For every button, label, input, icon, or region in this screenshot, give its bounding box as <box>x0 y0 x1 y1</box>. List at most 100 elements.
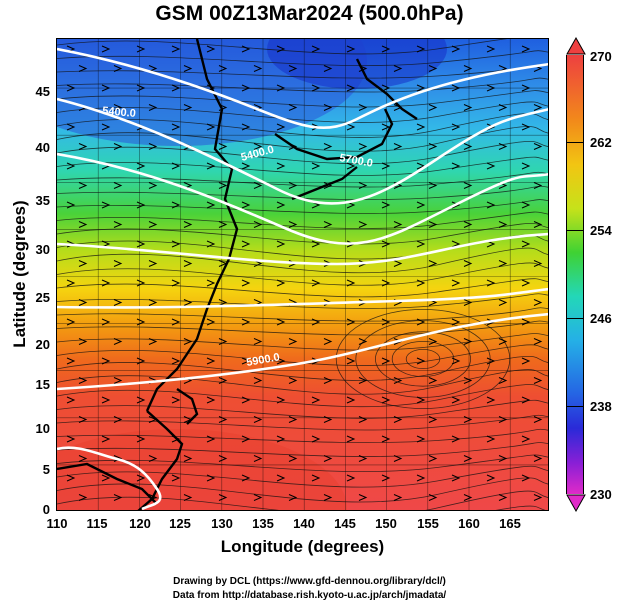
wind-arrow <box>451 201 461 209</box>
wind-arrow <box>463 143 473 150</box>
contour-line <box>57 152 548 245</box>
wind-arrow <box>101 45 111 53</box>
wind-arrow <box>416 123 426 131</box>
wind-arrow <box>253 221 263 228</box>
wind-arrow <box>393 416 403 423</box>
wind-arrow <box>521 279 531 287</box>
wind-arrow <box>521 201 531 209</box>
wind-arrow <box>218 494 228 501</box>
x-tick-label: 165 <box>499 516 521 531</box>
wind-arrow <box>136 396 146 404</box>
wind-arrow <box>183 455 193 462</box>
wind-arrow <box>171 474 181 482</box>
wind-arrow <box>521 396 531 404</box>
wind-arrow <box>218 221 228 228</box>
wind-arrow <box>101 357 111 365</box>
contour-line <box>57 312 548 391</box>
wind-arrow <box>428 65 438 72</box>
wind-arrow <box>393 143 403 150</box>
wind-arrow <box>358 377 368 384</box>
wind-arrow <box>183 299 193 306</box>
wind-arrow <box>498 221 508 228</box>
y-tick-label: 20 <box>35 337 50 352</box>
wind-arrow <box>533 494 543 501</box>
wind-arrow <box>463 338 473 345</box>
wind-arrow <box>113 416 123 423</box>
streamline <box>57 77 548 93</box>
wind-arrow <box>288 221 298 228</box>
wind-arrow <box>171 123 181 131</box>
wind-arrow <box>78 221 88 228</box>
wind-arrow <box>171 318 181 326</box>
colorbar-tick-line <box>566 406 584 407</box>
warm-region <box>57 429 347 510</box>
x-tick-label: 150 <box>375 516 397 531</box>
wind-arrow <box>113 377 123 384</box>
wind-arrow <box>136 45 146 53</box>
wind-arrow <box>66 435 76 443</box>
wind-arrow <box>416 396 426 404</box>
wind-arrow <box>323 143 333 150</box>
x-tick-label: 135 <box>252 516 274 531</box>
streamline <box>57 399 548 419</box>
streamline <box>57 199 548 214</box>
map-plot-area[interactable]: 5400.0 5700.0 5900.0 5400.0 <box>56 38 549 511</box>
wind-arrow <box>416 45 426 53</box>
wind-arrow <box>206 318 216 326</box>
wind-arrow <box>346 123 356 131</box>
wind-arrow <box>148 260 158 267</box>
wind-arrow <box>241 240 251 248</box>
wind-arrow <box>346 396 356 404</box>
wind-arrow <box>323 416 333 423</box>
y-tick-label: 0 <box>42 502 50 517</box>
wind-arrow <box>101 279 111 287</box>
wind-arrow <box>241 318 251 326</box>
wind-arrow <box>463 416 473 423</box>
wind-arrow <box>206 45 216 53</box>
wind-arrow <box>346 318 356 326</box>
wind-arrow <box>463 221 473 228</box>
wind-arrow <box>451 396 461 404</box>
wind-arrow <box>78 299 88 306</box>
y-tick-label: 5 <box>42 462 50 477</box>
wind-arrow <box>521 318 531 326</box>
wind-arrow <box>358 455 368 462</box>
x-tick-label: 125 <box>169 516 191 531</box>
streamline <box>57 442 548 457</box>
coastline <box>57 462 158 505</box>
wind-arrow <box>451 45 461 53</box>
wind-arrow <box>346 84 356 92</box>
wind-arrow <box>276 357 286 365</box>
wind-arrow <box>218 455 228 462</box>
wind-arrow <box>381 84 391 92</box>
wind-arrow <box>78 338 88 345</box>
y-tick-label: 25 <box>35 290 50 305</box>
contour-line <box>57 446 162 510</box>
wind-arrow <box>218 143 228 150</box>
wind-arrow <box>78 455 88 462</box>
wind-arrow <box>276 123 286 131</box>
wind-arrow <box>241 435 251 443</box>
wind-arrow <box>66 396 76 404</box>
credit-data: Data from http://database.rish.kyoto-u.a… <box>172 590 447 601</box>
contour-line <box>57 232 548 266</box>
wind-arrow <box>136 279 146 287</box>
streamline <box>57 185 548 201</box>
wind-arrow <box>288 182 298 189</box>
wind-arrow <box>311 396 321 404</box>
wind-arrow <box>498 377 508 384</box>
colorbar-tick-label: 270 <box>590 49 612 64</box>
wind-arrow <box>101 474 111 482</box>
wind-arrow <box>276 240 286 248</box>
streamline <box>57 414 548 431</box>
wind-arrow <box>253 65 263 72</box>
wind-arrow <box>486 123 496 131</box>
wind-arrow <box>136 318 146 326</box>
wind-arrow <box>451 240 461 248</box>
wind-arrow <box>136 474 146 482</box>
wind-arrow <box>451 357 461 365</box>
wind-arrow <box>428 377 438 384</box>
circulation-loop <box>391 340 455 377</box>
wind-arrow <box>171 201 181 209</box>
wind-arrow <box>463 182 473 189</box>
